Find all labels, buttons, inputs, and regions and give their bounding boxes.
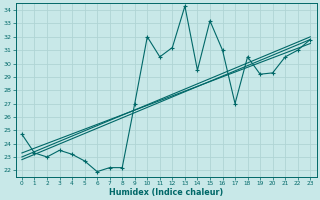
X-axis label: Humidex (Indice chaleur): Humidex (Indice chaleur) <box>109 188 223 197</box>
